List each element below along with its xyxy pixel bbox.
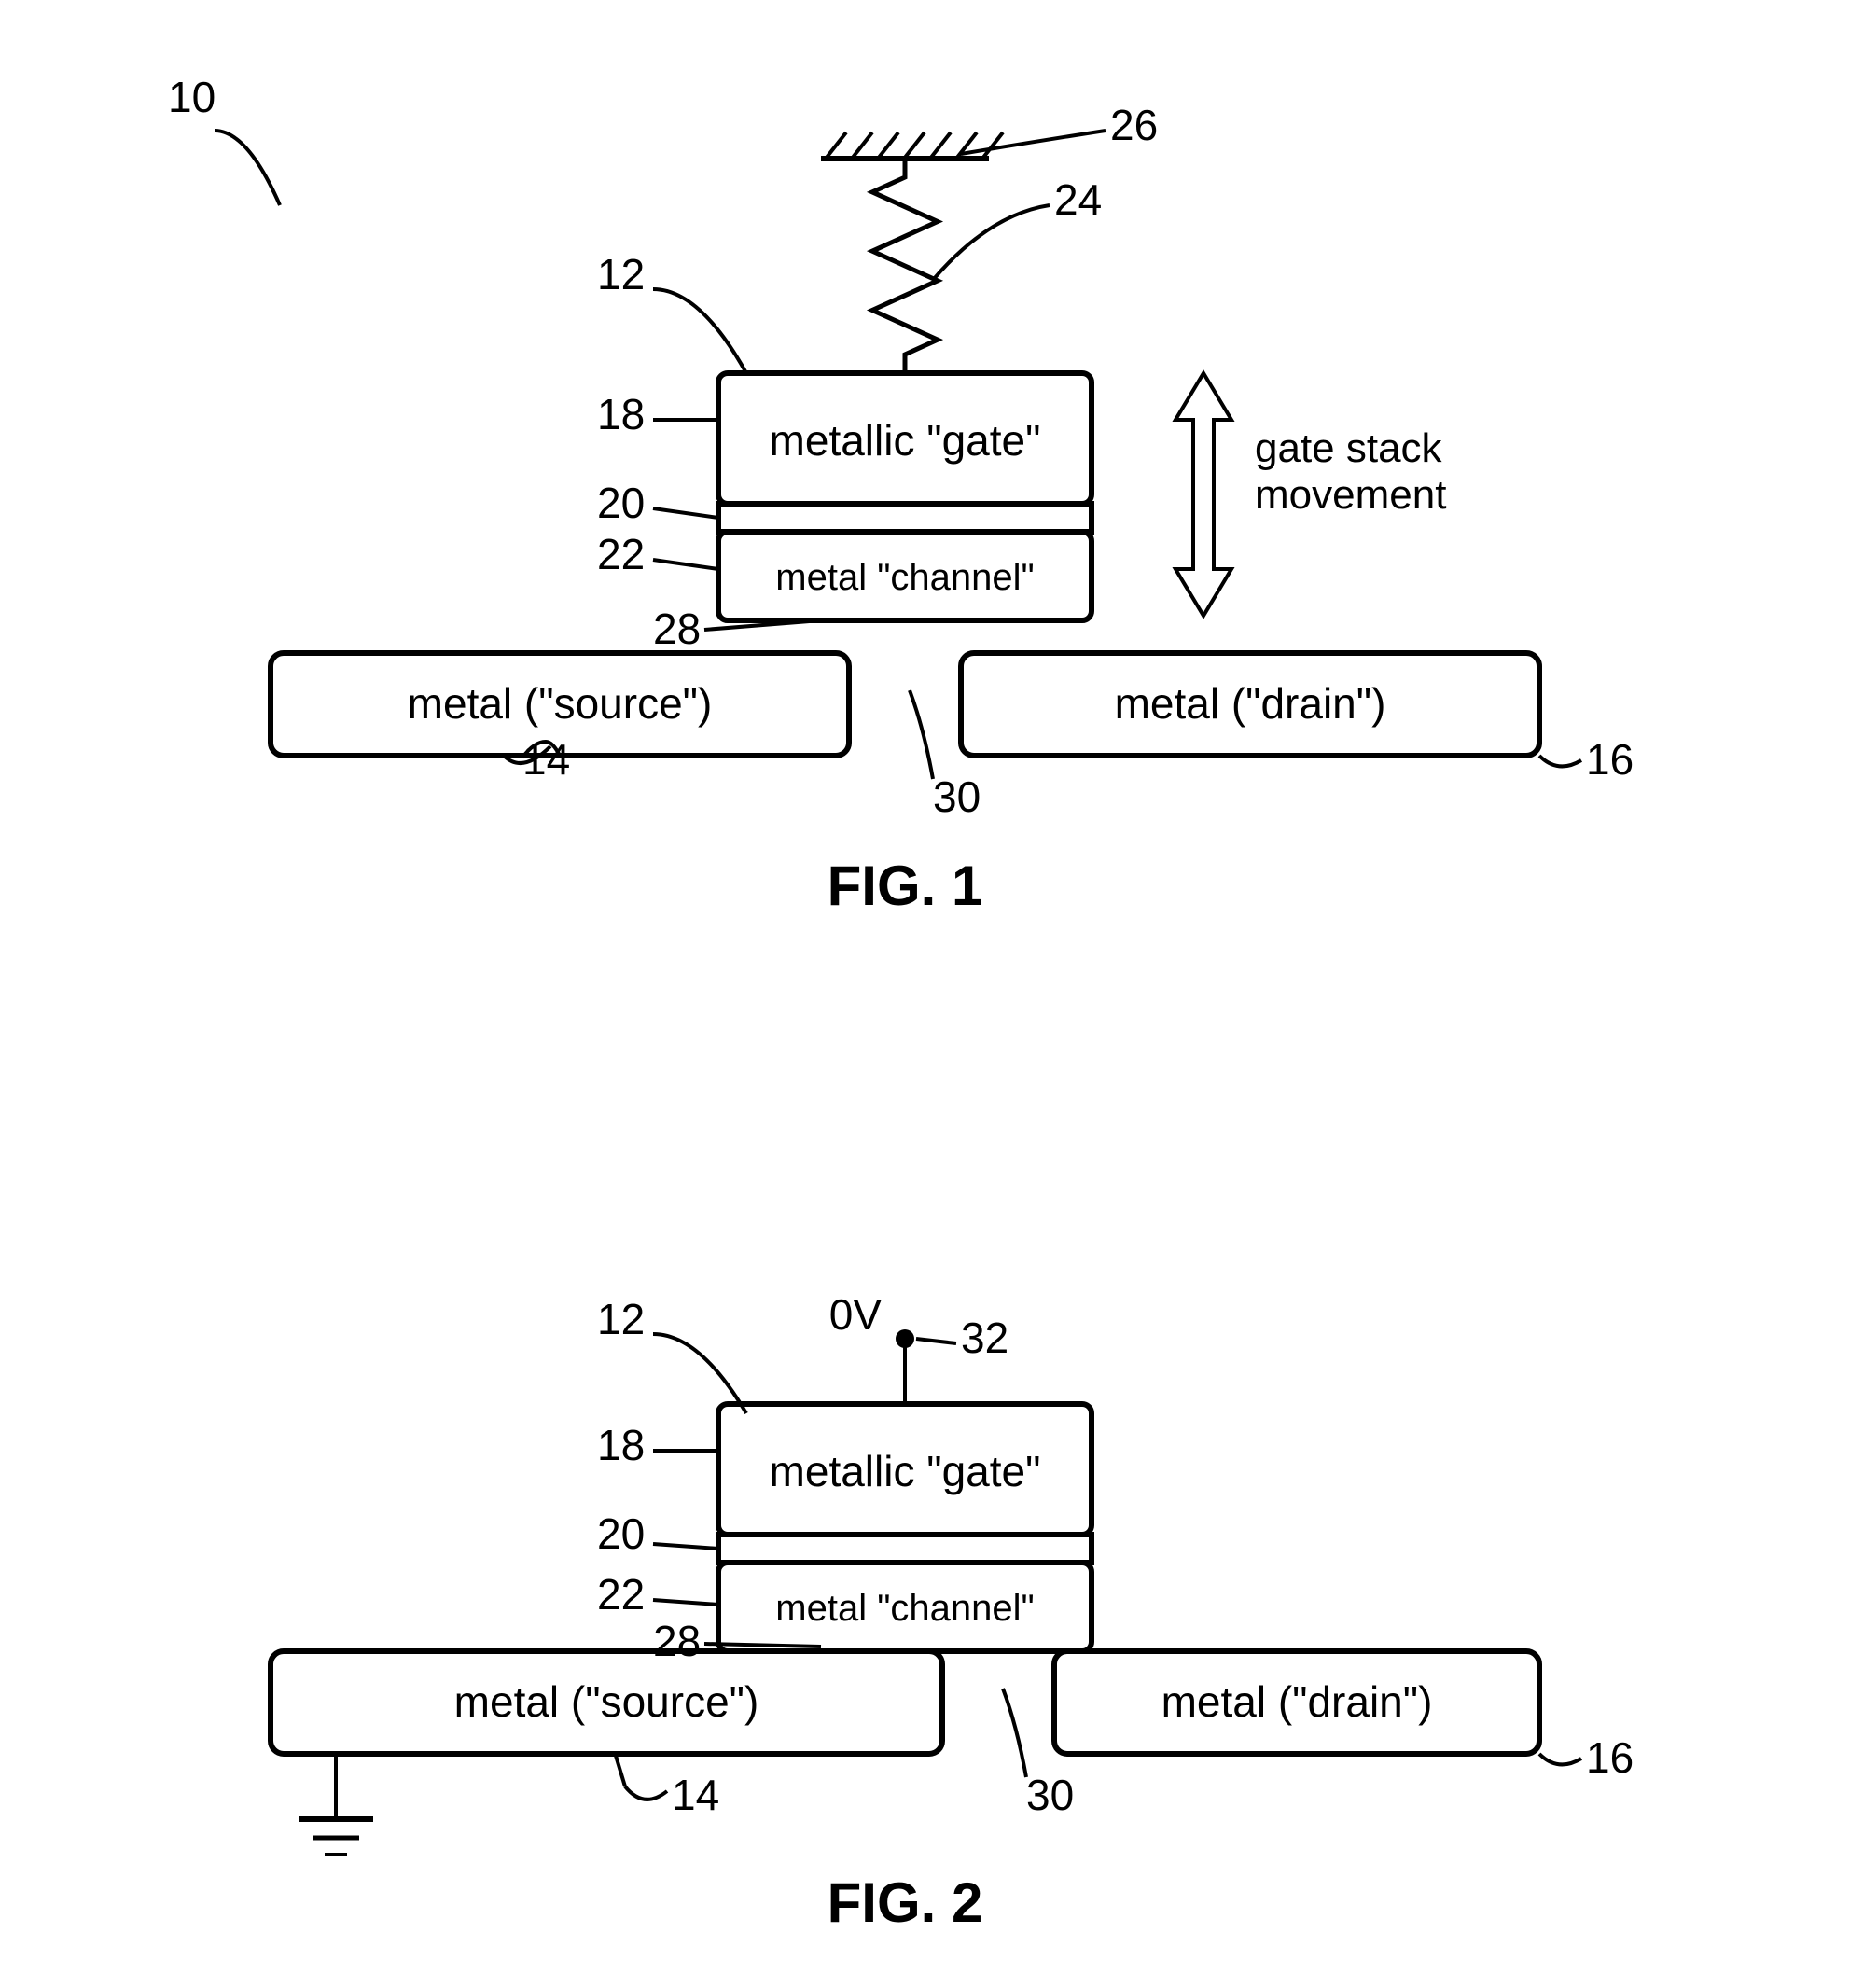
fig1-layer20: [718, 504, 1092, 532]
svg-text:16: 16: [1586, 1733, 1634, 1782]
svg-text:metallic "gate": metallic "gate": [770, 1447, 1041, 1495]
svg-text:metal "channel": metal "channel": [775, 1588, 1034, 1629]
fig1-caption: FIG. 1: [828, 855, 983, 917]
svg-text:28: 28: [653, 605, 701, 653]
svg-text:20: 20: [597, 1509, 645, 1558]
fig1-spring: [872, 159, 938, 373]
svg-text:gate stack: gate stack: [1255, 425, 1443, 471]
svg-text:14: 14: [672, 1771, 719, 1819]
svg-text:32: 32: [961, 1314, 1008, 1362]
fig1-ref12: 12: [597, 250, 645, 299]
svg-text:movement: movement: [1255, 472, 1446, 518]
svg-text:metal ("source"): metal ("source"): [454, 1677, 759, 1726]
fig1-drain-label: metal ("drain"): [1115, 679, 1386, 728]
fig2-voltage: 0V: [829, 1290, 883, 1339]
svg-text:12: 12: [597, 1295, 645, 1343]
svg-text:18: 18: [597, 390, 645, 438]
svg-text:20: 20: [597, 479, 645, 527]
svg-text:30: 30: [933, 772, 981, 821]
fig2-node: [896, 1329, 914, 1348]
svg-text:18: 18: [597, 1421, 645, 1469]
fig1-ref10: 10: [168, 73, 216, 121]
svg-text:28: 28: [653, 1617, 701, 1665]
svg-text:22: 22: [597, 1570, 645, 1619]
svg-text:16: 16: [1586, 735, 1634, 784]
svg-text:22: 22: [597, 530, 645, 578]
svg-text:30: 30: [1026, 1771, 1074, 1819]
fig1-movement-arrow: [1175, 373, 1231, 616]
fig1-channel-label: metal "channel": [775, 557, 1034, 598]
fig2-caption: FIG. 2: [828, 1871, 983, 1934]
svg-text:26: 26: [1110, 101, 1158, 149]
fig1-source-label: metal ("source"): [408, 679, 713, 728]
fig1-gate-label: metallic "gate": [770, 416, 1041, 465]
svg-text:24: 24: [1054, 175, 1102, 224]
svg-text:metal ("drain"): metal ("drain"): [1161, 1677, 1433, 1726]
